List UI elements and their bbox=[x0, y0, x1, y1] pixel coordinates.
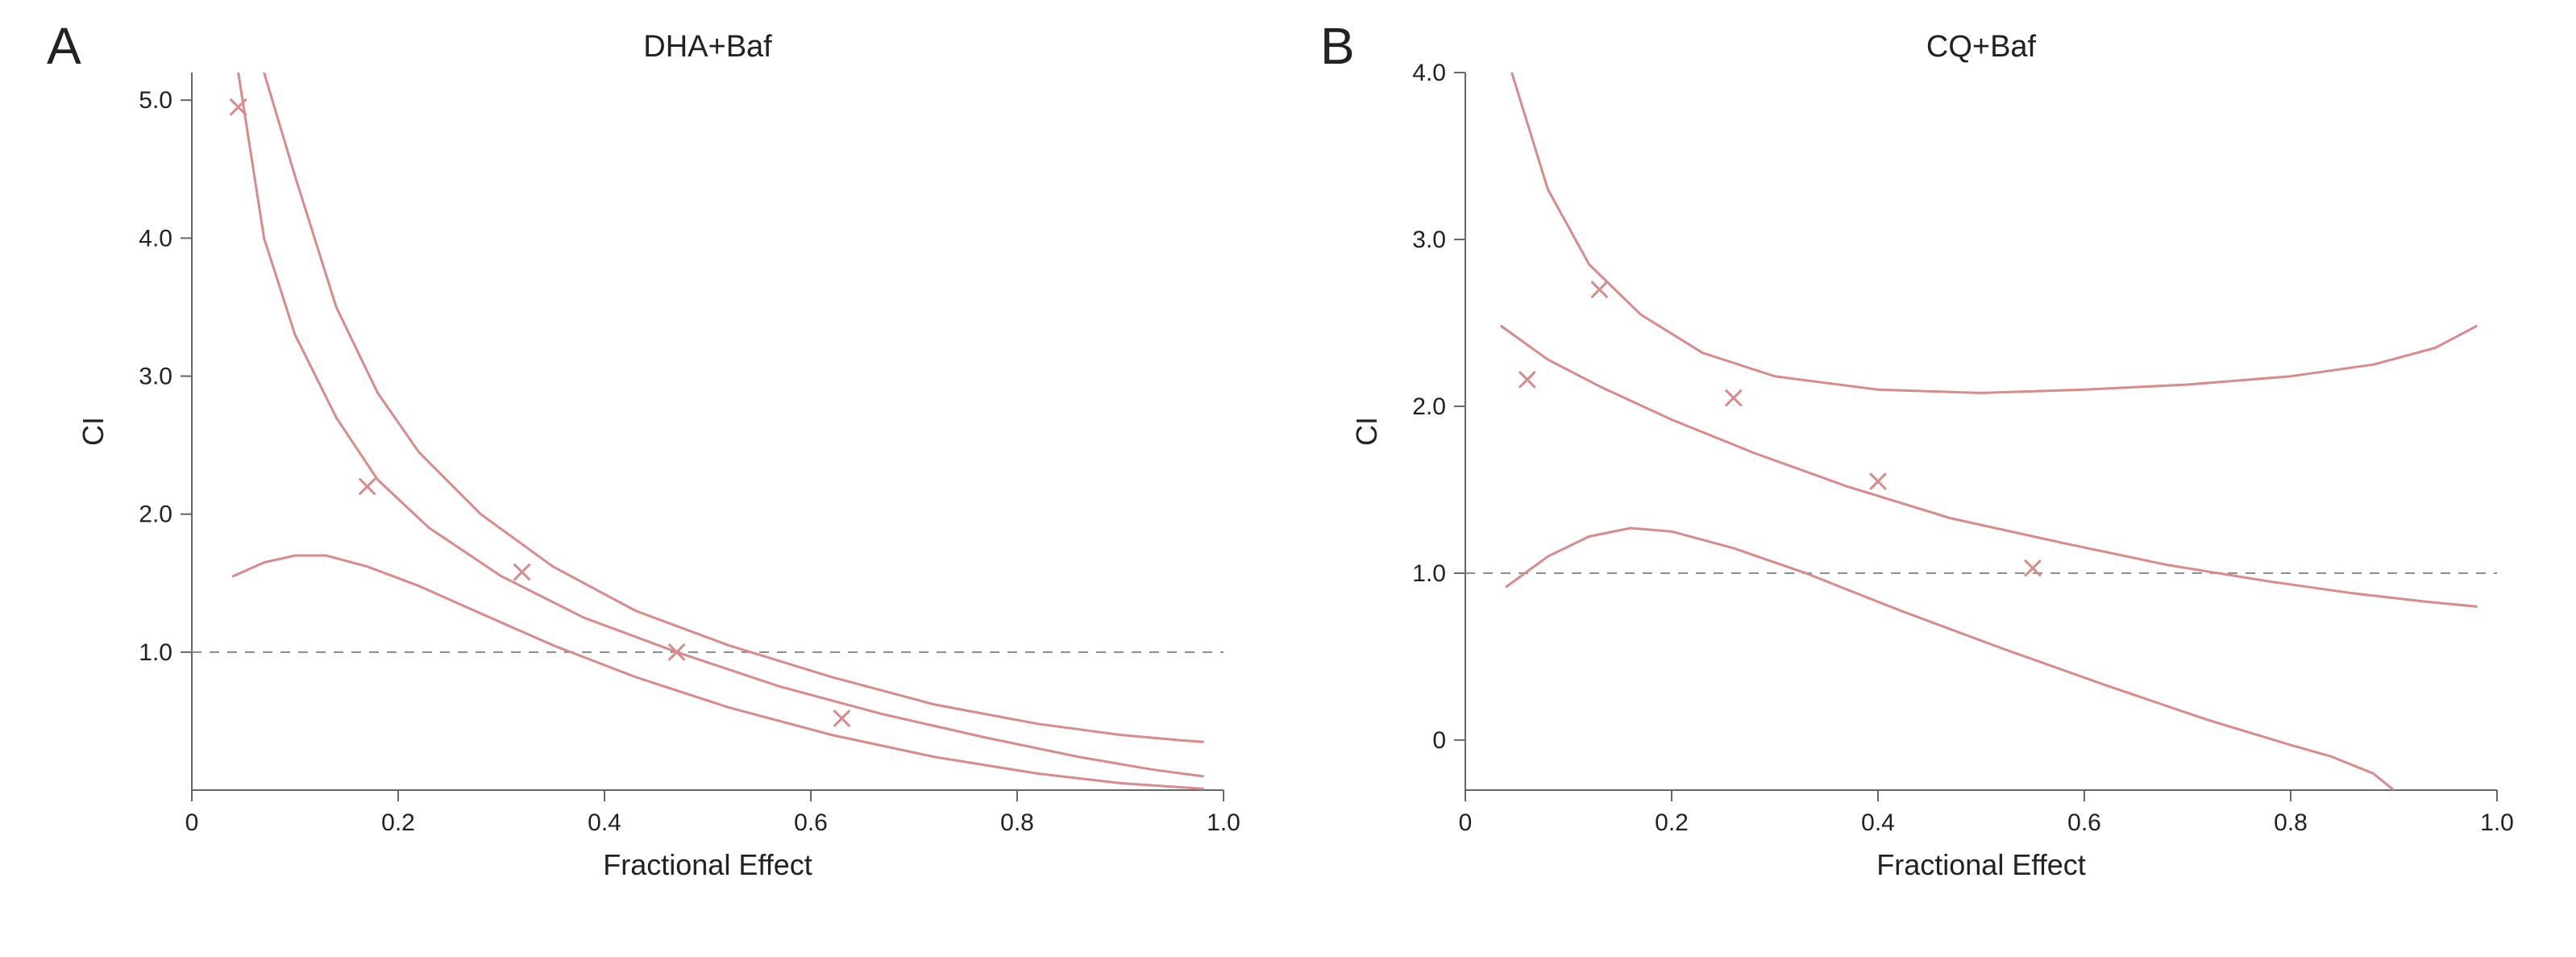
x-axis-label: Fractional Effect bbox=[1876, 848, 2085, 881]
panel-b: B CQ+Baf 0 0.2 0.4 0.6 0.8 1.0 0 1.0 2.0 3.0 4.0 Fra… bbox=[1320, 16, 2529, 903]
y-tick-label: 3.0 bbox=[139, 364, 172, 390]
figure-wrap: A DHA+Baf 0 0.2 0.4 0.6 0.8 1.0 1.0 2.0 3.0 4.0 5.0… bbox=[0, 0, 2576, 919]
data-point bbox=[1592, 282, 1606, 297]
panel-b-plot: CQ+Baf 0 0.2 0.4 0.6 0.8 1.0 0 1.0 2.0 3.0 4.0 Fract… bbox=[1320, 16, 2529, 903]
ci-curve-middle bbox=[1502, 327, 2477, 607]
data-point bbox=[360, 479, 375, 493]
y-tick-label: 4.0 bbox=[139, 225, 172, 252]
ci-curve-lower bbox=[233, 555, 1203, 788]
y-tick-label: 2.0 bbox=[139, 501, 172, 528]
data-point bbox=[515, 565, 530, 580]
x-tick-label: 0.4 bbox=[1861, 809, 1895, 836]
y-tick-label: 4.0 bbox=[1412, 60, 1446, 86]
panel-a-plot: DHA+Baf 0 0.2 0.4 0.6 0.8 1.0 1.0 2.0 3.0 4.0 5.0 Fr… bbox=[47, 16, 1256, 903]
x-tick-label: 0.4 bbox=[588, 809, 621, 836]
data-point bbox=[834, 711, 849, 726]
data-point bbox=[1520, 372, 1535, 387]
panel-a: A DHA+Baf 0 0.2 0.4 0.6 0.8 1.0 1.0 2.0 3.0 4.0 5.0… bbox=[47, 16, 1256, 903]
x-tick-label: 0.6 bbox=[2067, 809, 2101, 836]
x-tick-label: 0.2 bbox=[381, 809, 415, 836]
panel-b-title: CQ+Baf bbox=[1926, 30, 2037, 64]
y-tick-label: 3.0 bbox=[1412, 227, 1446, 253]
panel-a-title: DHA+Baf bbox=[643, 30, 772, 64]
ci-curve-upper bbox=[1512, 73, 2477, 393]
x-tick-label: 0 bbox=[1459, 809, 1473, 836]
panel-a-letter: A bbox=[47, 16, 81, 76]
panel-b-letter: B bbox=[1320, 16, 1355, 76]
x-tick-label: 0.8 bbox=[1000, 809, 1034, 836]
y-tick-label: 1.0 bbox=[1412, 560, 1446, 587]
x-tick-label: 0.6 bbox=[794, 809, 828, 836]
data-point bbox=[1726, 391, 1741, 406]
x-tick-label: 0 bbox=[185, 809, 199, 836]
y-tick-label: 2.0 bbox=[1412, 393, 1446, 420]
ci-curve-lower bbox=[1506, 528, 2394, 790]
data-point bbox=[1871, 474, 1885, 489]
x-tick-label: 0.8 bbox=[2274, 809, 2308, 836]
y-tick-label: 5.0 bbox=[139, 87, 172, 114]
y-axis-label: CI bbox=[77, 417, 110, 446]
x-tick-label: 0.2 bbox=[1655, 809, 1689, 836]
x-tick-label: 1.0 bbox=[2480, 809, 2514, 836]
ci-curve-middle bbox=[239, 73, 1203, 776]
y-axis-label: CI bbox=[1350, 417, 1383, 446]
x-tick-label: 1.0 bbox=[1207, 809, 1240, 836]
ci-curve-upper bbox=[264, 73, 1203, 742]
x-axis-label: Fractional Effect bbox=[603, 848, 812, 881]
y-tick-label: 0 bbox=[1432, 727, 1446, 754]
y-tick-label: 1.0 bbox=[139, 639, 172, 666]
